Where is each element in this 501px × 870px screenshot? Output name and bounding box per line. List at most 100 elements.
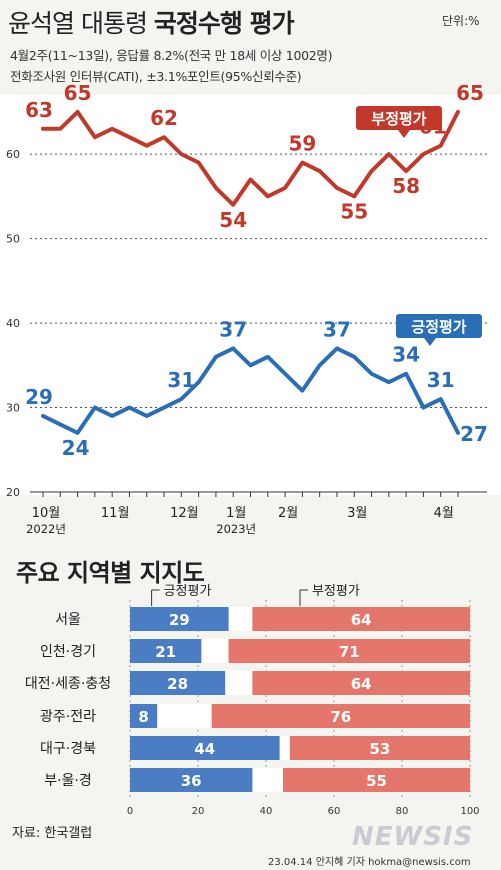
legend-callout [396,314,482,338]
data-point [456,431,460,435]
y-tick-label: 20 [6,486,20,499]
data-point [421,406,425,410]
data-point [283,372,287,376]
region-label: 광주·전라 [40,709,96,725]
x-tick-year-label: 2022년 [26,522,66,536]
negative-value-label: 64 [351,611,372,629]
unit-label: 단위:% [442,14,480,28]
data-point [300,161,304,165]
data-point [58,422,62,426]
data-label: 31 [427,368,455,392]
legend-callout-label: 부정평가 [371,110,426,128]
negative-value-label: 53 [369,740,390,758]
data-point [335,346,339,350]
source-note: 자료: 한국갤럽 [12,826,93,841]
data-point [231,203,235,207]
data-label: 55 [340,199,368,223]
data-point [179,152,183,156]
data-point [179,397,183,401]
x-tick-label: 3월 [347,506,367,521]
chart-title: 윤석열 대통령 국정수행 평가 [8,4,295,40]
data-label: 65 [456,81,484,105]
x-tick-label: 11월 [101,506,130,521]
data-label: 62 [150,106,178,130]
data-point [162,135,166,139]
data-point [127,135,131,139]
data-label: 63 [25,98,53,122]
newsis-logo: NEWSIS [352,822,474,852]
data-point [387,380,391,384]
negative-bar [252,671,470,695]
data-point [110,127,114,131]
negative-value-label: 64 [351,675,372,693]
bar-x-tick-label: 0 [127,806,133,817]
positive-bar [130,671,226,695]
region-label: 서울 [55,612,81,628]
data-point [76,110,80,114]
negative-bar [228,639,470,663]
data-point [249,363,252,367]
positive-bar [130,736,280,760]
data-point [214,186,218,190]
x-tick-label: 2월 [278,506,298,521]
data-point [439,144,443,148]
data-point [335,186,339,190]
positive-value-label: 44 [194,740,215,758]
title-part-b: 국정수행 평가 [153,9,295,38]
negative-value-label: 76 [330,708,351,726]
y-tick-label: 60 [6,148,20,161]
data-point [41,414,45,418]
data-label: 34 [392,343,420,367]
bar-x-tick-label: 60 [328,806,341,817]
x-tick-label: 10월 [32,506,61,521]
survey-method: 전화조사원 인터뷰(CATI), ±3.1%포인트(95%신뢰수준) [10,69,302,84]
bar-legend-label: 부정평가 [312,584,360,599]
y-tick-label: 40 [6,317,20,330]
data-point [93,135,97,139]
data-point [352,194,356,198]
data-point [266,355,270,359]
legend-callout-tip [424,338,436,346]
data-label: 65 [64,81,92,105]
negative-bar [252,607,470,631]
credit-line: 23.04.14 안지혜 기자 hokma@newsis.com [268,857,471,868]
data-point [127,406,131,410]
data-label: 58 [392,174,420,198]
positive-value-label: 36 [181,772,202,790]
negative-value-label: 55 [366,772,387,790]
positive-bar [130,768,253,792]
bar-x-tick-label: 40 [260,806,273,817]
data-point [266,194,270,198]
title-part-a: 윤석열 대통령 [8,9,154,38]
data-point [214,355,218,359]
region-label: 인천·경기 [40,644,96,660]
data-point [318,169,322,173]
data-label: 29 [25,385,53,409]
x-tick-label: 1월 [226,506,246,521]
bar-legend-label: 긍정평가 [164,584,212,599]
negative-value-label: 71 [339,643,360,661]
data-label: 27 [460,422,488,446]
region-label: 대구·경북 [40,741,96,757]
legend-callout-tip [398,130,410,138]
regional-chart-title: 주요 지역별 지지도 [16,559,205,587]
data-point [404,372,408,376]
data-point [249,177,252,181]
data-label: 59 [288,132,316,156]
positive-bar [130,704,158,728]
data-point [197,380,201,384]
data-point [404,169,408,173]
data-label: 54 [219,208,247,232]
data-point [162,406,166,410]
data-label: 24 [62,436,90,460]
positive-value-label: 29 [169,611,190,629]
data-point [76,431,80,435]
data-point [145,414,149,418]
data-point [197,161,201,165]
negative-bar [289,736,470,760]
data-point [110,414,114,418]
bar-x-tick-label: 100 [460,806,479,817]
positive-bar [130,639,202,663]
